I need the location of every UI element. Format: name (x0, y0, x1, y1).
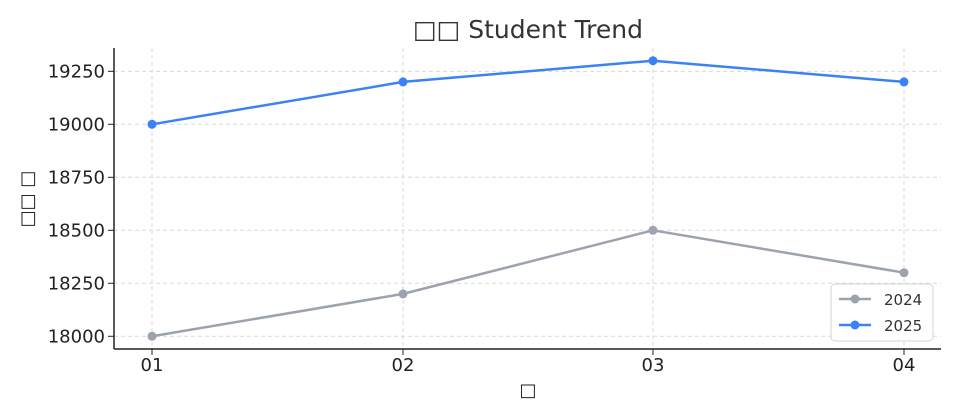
y-tick-label: 19250 (48, 61, 105, 82)
y-tick-label: 18750 (48, 167, 105, 188)
x-tick-label: 04 (893, 355, 916, 376)
series-line-2024 (150, 229, 906, 338)
series-line-2025 (150, 59, 906, 126)
y-tick-label: 18500 (48, 220, 105, 241)
tick-layer: 18000 18250 18500 18750 19000 19250 01 02 03 04 (48, 61, 916, 376)
y-tick-label: 18250 (48, 273, 105, 294)
y-tick-label: 18000 (48, 326, 105, 347)
legend-label-2024: 2024 (884, 291, 922, 309)
data-point-2024-03 (648, 225, 658, 235)
axis-layer (113, 48, 941, 350)
data-point-2025-03 (648, 56, 658, 66)
legend-item-2024: 2024 (839, 291, 922, 309)
y-tick-label: 19000 (48, 114, 105, 135)
data-point-2024-02 (398, 289, 408, 299)
legend-marker-2024 (850, 294, 860, 304)
series-layer (147, 56, 909, 341)
legend: 2024 2025 (830, 283, 934, 342)
x-tick-label: 02 (392, 355, 415, 376)
x-tick-label: 01 (141, 355, 164, 376)
chart-title: □□ Student Trend (413, 15, 643, 44)
data-point-2025-02 (398, 77, 408, 87)
data-point-2024-01 (147, 331, 157, 341)
data-point-2025-04 (899, 77, 909, 87)
legend-item-2025: 2025 (839, 317, 922, 335)
legend-marker-2025 (850, 320, 860, 330)
x-tick-label: 03 (642, 355, 665, 376)
legend-label-2025: 2025 (884, 317, 922, 335)
grid-layer (114, 48, 941, 349)
data-point-2024-04 (899, 268, 909, 278)
x-axis-label: □ (519, 380, 536, 401)
y-axis-label: □□ □ (17, 171, 38, 228)
data-point-2025-01 (147, 119, 157, 129)
